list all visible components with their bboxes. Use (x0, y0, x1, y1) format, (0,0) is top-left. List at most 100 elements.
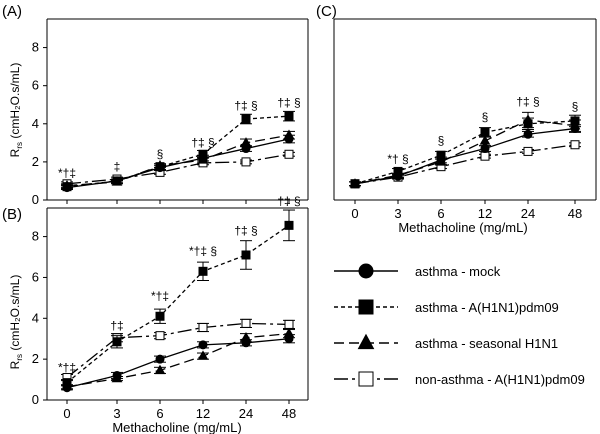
data-point-nonasthma (241, 157, 251, 167)
y-axis-label: Rrs (cmH₂O.s/mL) (8, 63, 24, 158)
significance-annotation: †‡ § (277, 194, 300, 208)
x-axis-label: Methacholine (mg/mL) (112, 420, 241, 434)
data-point-mock (284, 334, 294, 344)
y-tick-label: 2 (32, 351, 39, 366)
data-point-mock (350, 179, 360, 189)
x-tick-label: 0 (63, 406, 70, 421)
series-line-h1n1pdm (354, 120, 576, 185)
y-tick-label: 6 (32, 78, 39, 93)
data-point-nonasthma (241, 318, 251, 328)
x-tick-label: 3 (394, 206, 401, 221)
data-point-mock (436, 155, 446, 165)
significance-annotation: ‡ (114, 159, 121, 173)
y-axis-label: Rrs (cmH₂O.s/mL) (8, 275, 24, 370)
legend-marker-mock (358, 263, 374, 279)
data-point-mock (241, 338, 251, 348)
data-point-nonasthma (523, 146, 533, 156)
x-tick-label: 48 (282, 406, 296, 421)
data-point-seasonal (197, 350, 209, 360)
x-tick-label: 24 (521, 206, 535, 221)
series-line-mock (66, 338, 290, 389)
data-point-mock (62, 383, 72, 393)
significance-annotation: †‡ (110, 319, 123, 333)
y-axis-label-main: R (8, 360, 22, 369)
data-point-nonasthma (284, 149, 294, 159)
data-point-h1n1pdm (284, 111, 294, 121)
data-point-mock (198, 340, 208, 350)
data-point-mock (241, 144, 251, 154)
data-point-h1n1pdm (112, 337, 122, 347)
chart-panel-c: 0 3 6 12 24 48 Methacholine (mg/mL) *† § § § †‡ § § (333, 18, 597, 235)
y-tick-label: 0 (32, 392, 39, 407)
significance-annotation: § (572, 99, 579, 113)
significance-annotation: § (482, 110, 489, 124)
data-point-mock (393, 171, 403, 181)
data-point-h1n1pdm (480, 127, 490, 137)
series-line-mock (66, 138, 290, 189)
data-point-mock (198, 153, 208, 163)
series-line-seasonal (66, 134, 290, 187)
x-tick-label: 12 (196, 406, 210, 421)
data-point-nonasthma (198, 322, 208, 332)
x-axis-label: Methacholine (mg/mL) (398, 220, 527, 235)
y-tick-label: 0 (32, 192, 39, 207)
data-point-mock (284, 134, 294, 144)
series-h1n1pdm (61, 110, 295, 192)
significance-annotation: *† § (387, 152, 408, 166)
legend-label-h1n1pdm: asthma - A(H1N1)pdm09 (415, 300, 559, 315)
y-axis-label-subscript: rs (15, 354, 24, 361)
y-axis-label-units: (cmH₂O.s/mL) (8, 63, 22, 142)
data-point-mock (112, 370, 122, 380)
y-tick-label: 2 (32, 154, 39, 169)
y-tick-label: 8 (32, 229, 39, 244)
x-tick-label: 6 (156, 406, 163, 421)
data-point-nonasthma (570, 140, 580, 150)
data-point-mock (523, 129, 533, 139)
y-tick-label: 4 (32, 116, 39, 131)
y-axis-label-main: R (8, 148, 22, 157)
series-mock (349, 124, 581, 189)
data-point-mock (155, 163, 165, 173)
x-tick-label: 3 (113, 406, 120, 421)
significance-annotation: § (157, 147, 164, 161)
data-point-h1n1pdm (198, 266, 208, 276)
legend-marker-nonasthma (358, 371, 374, 387)
series-line-nonasthma (66, 153, 290, 185)
series-line-seasonal (354, 119, 576, 185)
data-point-nonasthma (480, 151, 490, 161)
series-line-mock (354, 127, 576, 185)
series-h1n1pdm (349, 114, 581, 189)
data-point-mock (112, 176, 122, 186)
series-line-h1n1pdm (66, 224, 290, 384)
chart-panel-a: 0 2 4 6 8 Rrs (cmH₂O.s/mL) *†‡ ‡ § †‡ § †‡ § †‡ § (8, 18, 309, 207)
data-point-h1n1pdm (570, 116, 580, 126)
panel-label-b: (B) (2, 206, 22, 223)
data-point-mock (62, 183, 72, 193)
significance-annotation: †‡ § (516, 95, 539, 109)
y-axis-label-units: (cmH₂O.s/mL) (8, 275, 22, 354)
data-point-h1n1pdm (523, 119, 533, 129)
data-point-mock (570, 124, 580, 134)
series-line-nonasthma (66, 322, 290, 379)
legend-marker-seasonal (357, 333, 375, 350)
significance-annotation: †‡ § (234, 224, 257, 238)
x-tick-label: 24 (239, 406, 253, 421)
significance-annotation: *†‡ § (189, 244, 217, 258)
x-tick-label: 48 (568, 206, 582, 221)
data-point-h1n1pdm (284, 220, 294, 230)
y-axis-label-subscript: rs (15, 142, 24, 149)
data-point-nonasthma (155, 331, 165, 341)
series-line-h1n1pdm (66, 115, 290, 188)
significance-annotation: †‡ § (191, 136, 214, 150)
panel-label-a: (A) (2, 3, 22, 20)
y-tick-label: 4 (32, 310, 39, 325)
legend-label-mock: asthma - mock (415, 264, 501, 279)
x-tick-label: 0 (351, 206, 358, 221)
significance-annotation: *†‡ (151, 289, 169, 303)
significance-annotation: †‡ § (277, 96, 300, 110)
significance-annotation: *†‡ (58, 166, 76, 180)
series-nonasthma (61, 149, 295, 189)
significance-annotation: †‡ § (234, 99, 257, 113)
